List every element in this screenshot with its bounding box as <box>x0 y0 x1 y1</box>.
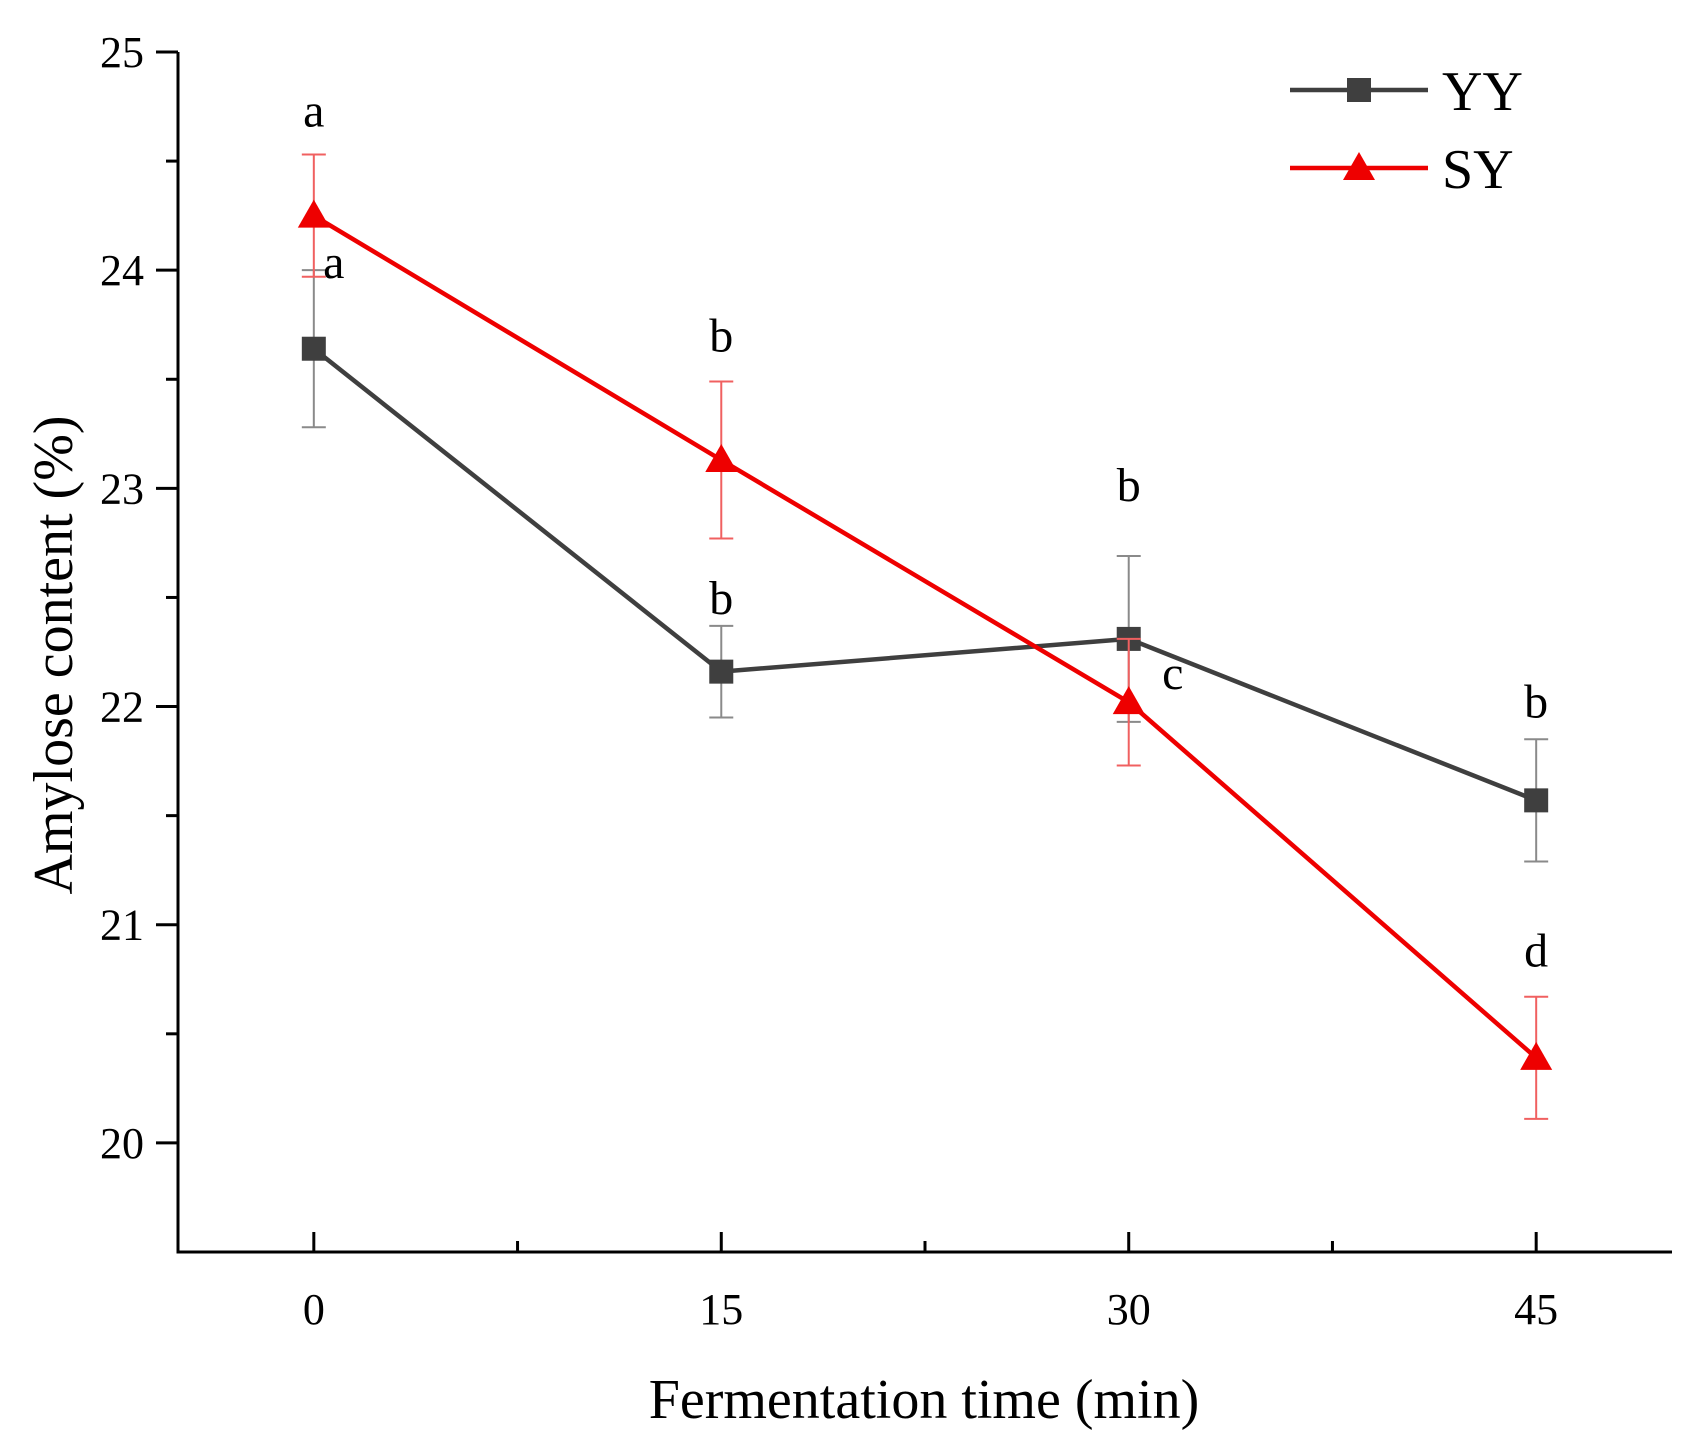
y-tick-label: 25 <box>100 28 144 77</box>
axes: 20 21 22 23 24 25 0 15 30 45 <box>100 28 1672 1334</box>
legend-item-SY: SY <box>1290 139 1514 201</box>
y-tick-label: 23 <box>100 464 144 513</box>
legend-marker <box>1343 152 1375 180</box>
data-point <box>1524 788 1549 813</box>
data-point <box>705 444 738 472</box>
significance-label: a <box>303 85 324 138</box>
y-tick-label: 22 <box>100 683 144 732</box>
significance-label: a <box>323 236 344 289</box>
data-point <box>297 199 330 228</box>
significance-label: c <box>1162 647 1183 700</box>
y-tick-label: 20 <box>100 1119 144 1168</box>
significance-label: b <box>1117 459 1141 512</box>
legend-marker <box>1347 78 1371 102</box>
x-tick-label: 45 <box>1514 1285 1558 1334</box>
series-SY: a b c d <box>297 85 1553 1120</box>
significance-label: d <box>1524 925 1548 978</box>
series-line <box>312 346 1538 803</box>
y-tick-label: 24 <box>100 246 144 295</box>
series-YY: a b b b <box>301 236 1549 863</box>
significance-label: b <box>709 572 733 625</box>
data-point <box>709 659 734 684</box>
legend-label: YY <box>1442 61 1523 123</box>
significance-label: b <box>1524 675 1548 728</box>
y-tick-label: 21 <box>100 901 144 950</box>
x-tick-label: 0 <box>303 1285 325 1334</box>
data-point <box>1112 686 1145 715</box>
x-tick-label: 15 <box>699 1285 743 1334</box>
legend-item-YY: YY <box>1290 61 1523 123</box>
data-point <box>1520 1041 1553 1070</box>
series-layer: a b b b a b c d <box>297 85 1553 1120</box>
legend: YY SY <box>1290 61 1523 201</box>
y-axis-label: Amylose content (%) <box>23 416 85 895</box>
x-axis-label: Fermentation time (min) <box>649 1369 1200 1431</box>
x-tick-label: 30 <box>1107 1285 1151 1334</box>
legend-label: SY <box>1442 139 1514 201</box>
series-line <box>312 213 1538 1060</box>
significance-label: b <box>709 309 733 362</box>
data-point <box>301 336 326 361</box>
